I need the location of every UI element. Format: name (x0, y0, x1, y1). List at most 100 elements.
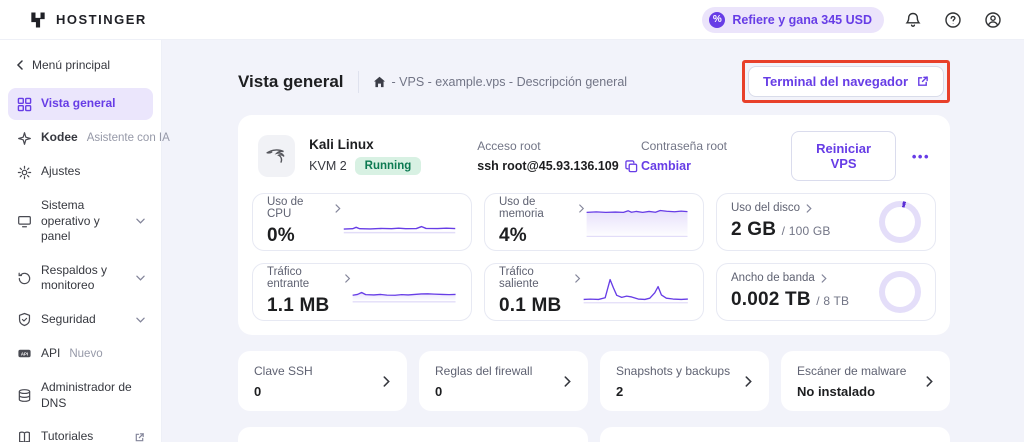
outgoing-traffic-sparkline (583, 278, 688, 303)
book-icon (16, 429, 32, 442)
chevron-right-icon (821, 273, 827, 283)
card-label: Clave SSH (254, 363, 313, 378)
browser-terminal-label: Terminal del navegador (763, 74, 908, 89)
sidebar-item-api[interactable]: API API Nuevo (8, 338, 153, 370)
metric-label: Tráfico entrante (267, 266, 310, 290)
sidebar-item-seguridad[interactable]: Seguridad (8, 304, 153, 336)
root-access-label: Acceso root (477, 139, 541, 153)
sidebar-item-label: Vista general (41, 96, 116, 111)
card-value: 2 (616, 383, 624, 399)
metric-label: Uso de memoria (499, 196, 544, 220)
sidebar: Menú principal Vista general Kodee Asist… (0, 40, 170, 442)
back-to-main-menu[interactable]: Menú principal (8, 50, 153, 86)
sidebar-item-suffix: Nuevo (69, 347, 103, 360)
change-password-link[interactable]: Cambiar (640, 159, 691, 173)
card-label: Snapshots y backups (616, 363, 731, 378)
memory-sparkline (586, 209, 688, 237)
snapshots-backups-card[interactable]: Snapshots y backups 2 (600, 351, 769, 411)
ssh-keys-card[interactable]: Clave SSH 0 (238, 351, 407, 411)
metric-value: 4% (499, 225, 527, 246)
metric-bandwidth[interactable]: Ancho de banda 0.002 TB / 8 TB (716, 263, 936, 321)
notifications-bell-icon[interactable] (902, 9, 924, 31)
highlight-annotation-box: Terminal del navegador (742, 60, 950, 103)
svg-text:API: API (20, 352, 27, 357)
metric-value: 1.1 MB (267, 295, 330, 316)
page-title: Vista general (238, 71, 344, 91)
card-label: Reglas del firewall (435, 363, 533, 378)
chevron-right-icon (564, 375, 571, 387)
metric-label: Uso del disco (731, 202, 801, 214)
referral-label: Refiere y gana 345 USD (732, 12, 872, 27)
os-name: Kali Linux (309, 137, 374, 152)
sidebar-item-dns[interactable]: Administrador de DNS (8, 372, 153, 419)
more-options-button[interactable]: ••• (911, 148, 930, 164)
sidebar-item-tutoriales[interactable]: Tutoriales (8, 421, 153, 442)
sidebar-item-ajustes[interactable]: Ajustes (8, 156, 153, 188)
card-value: 0 (435, 383, 443, 399)
shield-icon (16, 312, 32, 328)
metric-value: 0.1 MB (499, 295, 562, 316)
metric-value: 0.002 TB (731, 289, 811, 310)
chevron-down-icon (136, 275, 145, 282)
hostinger-logo[interactable]: HOSTINGER (28, 10, 147, 30)
breadcrumb: - VPS - example.vps - Descripción genera… (373, 75, 627, 89)
metric-label: Ancho de banda (731, 272, 815, 284)
metric-incoming-traffic[interactable]: Tráfico entrante 1.1 MB (252, 263, 472, 321)
sidebar-item-respaldos[interactable]: Respaldos y monitoreo (8, 255, 153, 302)
sidebar-item-label: Tutoriales (41, 429, 94, 442)
chevron-right-icon (383, 375, 390, 387)
monitor-icon (16, 213, 32, 229)
brand-name: HOSTINGER (56, 12, 147, 27)
firewall-rules-card[interactable]: Reglas del firewall 0 (419, 351, 588, 411)
metric-cpu-usage[interactable]: Uso de CPU 0% (252, 193, 472, 251)
metric-suffix: / 100 GB (781, 224, 831, 238)
sidebar-item-kodee[interactable]: Kodee Asistente con IA (8, 122, 170, 154)
gear-icon (16, 164, 32, 180)
back-label: Menú principal (32, 58, 111, 72)
discount-badge-icon: % (709, 11, 726, 28)
api-icon: API (16, 346, 32, 362)
incoming-traffic-sparkline (352, 291, 456, 302)
copy-icon[interactable] (624, 159, 638, 173)
profile-icon[interactable] (982, 9, 1004, 31)
external-link-icon (134, 432, 145, 442)
metric-value: 2 GB (731, 219, 777, 240)
metric-memory-usage[interactable]: Uso de memoria 4% (484, 193, 704, 251)
hostinger-logo-icon (31, 12, 45, 27)
dns-server-icon (16, 388, 32, 404)
chevron-right-icon (335, 203, 341, 213)
chevron-right-icon (344, 273, 350, 283)
card-value: 0 (254, 383, 262, 399)
plan-name: KVM 2 (309, 159, 347, 173)
home-icon (373, 76, 385, 87)
vps-details-card: Detalles del VPS Ubicación del servidor … (238, 427, 588, 442)
metric-disk-usage[interactable]: Uso del disco 2 GB / 100 GB (716, 193, 936, 251)
chevron-down-icon (136, 218, 145, 225)
chevron-right-icon (926, 375, 933, 387)
disk-usage-donut (879, 200, 921, 243)
card-value: No instalado (797, 383, 876, 399)
restart-vps-button[interactable]: Reiniciar VPS (791, 131, 896, 181)
browser-terminal-button[interactable]: Terminal del navegador (748, 66, 944, 97)
sidebar-item-label: Sistema operativo y panel (41, 198, 100, 244)
main-content: Vista general - VPS - example.vps - Desc… (162, 40, 1024, 442)
cpu-sparkline (343, 225, 456, 233)
help-icon[interactable] (942, 9, 964, 31)
divider (357, 70, 359, 93)
sidebar-item-vista-general[interactable]: Vista general (8, 88, 153, 120)
kali-linux-logo (258, 135, 296, 177)
metric-suffix: / 8 TB (816, 294, 850, 308)
referral-button[interactable]: % Refiere y gana 345 USD (702, 6, 884, 33)
sidebar-item-sistema-operativo[interactable]: Sistema operativo y panel (8, 190, 153, 253)
card-label: Escáner de malware (797, 363, 907, 378)
metric-outgoing-traffic[interactable]: Tráfico saliente 0.1 MB (484, 263, 704, 321)
chevron-left-icon (16, 60, 23, 70)
sidebar-item-label: Administrador de DNS (41, 379, 132, 410)
sparkle-icon (16, 130, 32, 146)
chevron-down-icon (136, 317, 145, 323)
sidebar-item-label: API (41, 346, 61, 361)
external-link-icon (918, 76, 928, 86)
metric-label: Tráfico saliente (499, 266, 539, 290)
malware-scanner-card[interactable]: Escáner de malware No instalado (781, 351, 950, 411)
sidebar-item-label: Kodee (41, 130, 78, 145)
